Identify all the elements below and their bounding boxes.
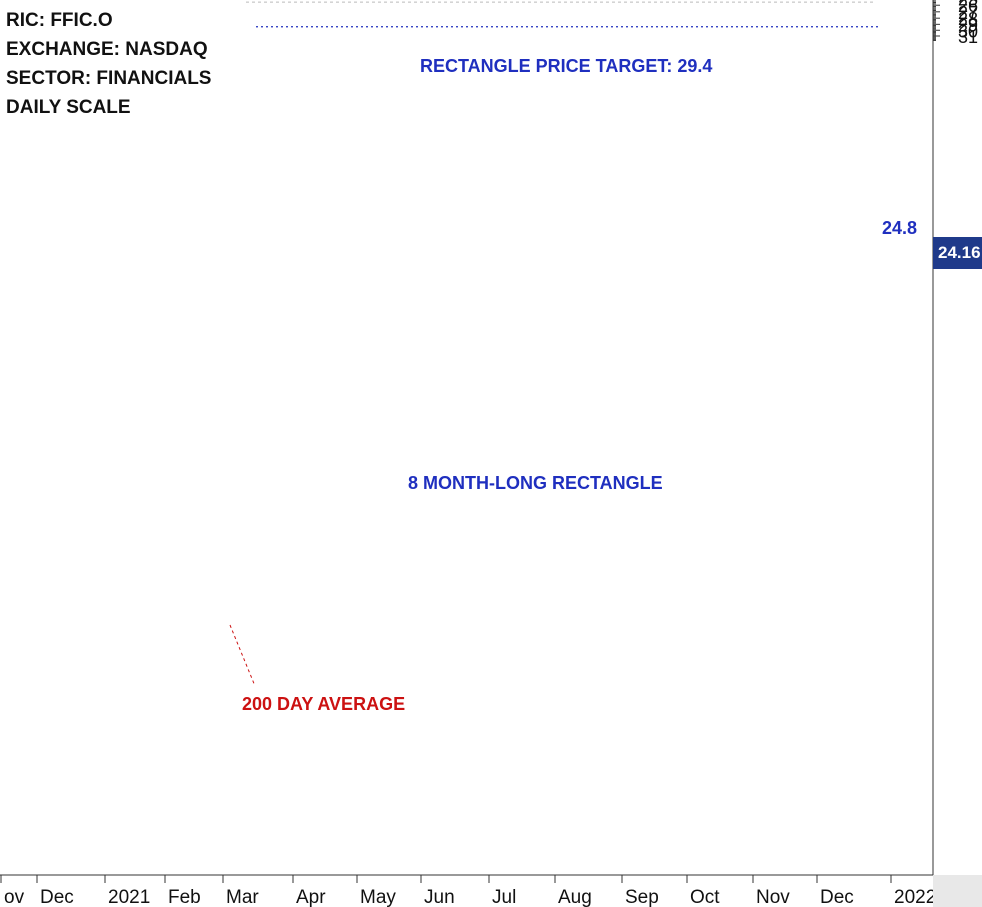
price-tick-label: 29 xyxy=(958,15,978,35)
price-tick-label: 27 xyxy=(958,3,978,23)
price-tick-label: 28 xyxy=(958,9,978,29)
scale-label: DAILY SCALE xyxy=(6,97,131,118)
price-tick-label: 25 xyxy=(958,0,978,9)
price-target-label: RECTANGLE PRICE TARGET: 29.4 xyxy=(420,56,713,76)
price-tick-label: 26 xyxy=(958,0,978,16)
time-axis: ov Dec 2021 Feb Mar Apr May Jun Jul Aug Sep Oct Nov D… xyxy=(0,874,936,907)
time-tick-label: 2021 xyxy=(108,887,150,907)
sector-label: SECTOR: FINANCIALS xyxy=(6,68,212,89)
ma-label: 200 DAY AVERAGE xyxy=(242,694,406,714)
ma-pointer xyxy=(229,624,256,687)
time-tick-label: Apr xyxy=(296,887,326,907)
time-tick-label: Jul xyxy=(492,887,516,907)
time-tick-label: Mar xyxy=(226,887,259,907)
time-tick-label: Nov xyxy=(756,887,790,907)
time-tick-label: Dec xyxy=(40,887,74,907)
axis-corner xyxy=(933,875,982,907)
time-tick-label: 2022 xyxy=(894,887,936,907)
price-axis: 13141516171819202122232425262728293031 xyxy=(932,0,978,875)
pattern-lines xyxy=(229,1,878,687)
time-tick-label: May xyxy=(360,887,396,907)
last-price-badge: 24.16 xyxy=(933,237,982,269)
time-tick-label: Jun xyxy=(424,887,455,907)
resistance-label: 24.8 xyxy=(882,218,918,238)
exchange-label: EXCHANGE: NASDAQ xyxy=(6,39,208,60)
time-tick-label: Oct xyxy=(690,887,720,907)
time-tick-label: Dec xyxy=(820,887,854,907)
time-tick-label: Sep xyxy=(625,887,659,907)
time-tick-label: Aug xyxy=(558,887,592,907)
price-tick-label: 30 xyxy=(958,21,978,41)
ric-label: RIC: FFIC.O xyxy=(6,10,113,31)
price-tick-label: 24 xyxy=(958,0,978,2)
time-tick-label: ov xyxy=(4,887,25,907)
time-tick-label: Feb xyxy=(168,887,201,907)
pattern-label: 8 MONTH-LONG RECTANGLE xyxy=(408,473,663,493)
price-tick-label: 31 xyxy=(958,27,978,47)
